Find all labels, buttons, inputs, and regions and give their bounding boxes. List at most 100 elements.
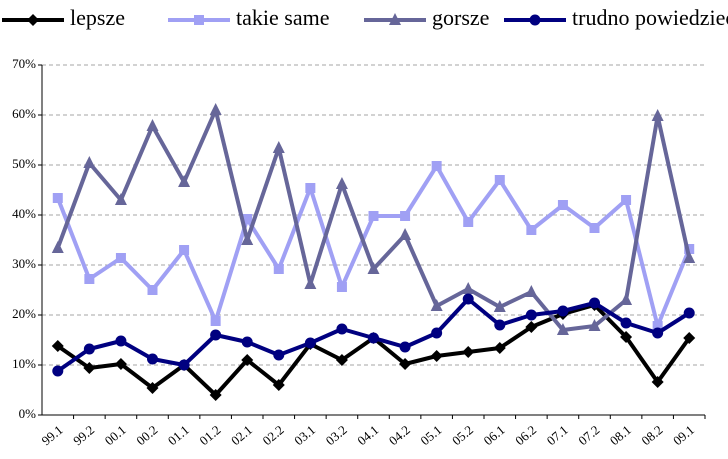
marker bbox=[273, 264, 284, 274]
x-tick-label: 04.2 bbox=[386, 422, 413, 448]
x-tick-label: 03.1 bbox=[291, 422, 318, 448]
marker bbox=[399, 228, 412, 240]
marker bbox=[194, 15, 204, 25]
marker bbox=[210, 316, 221, 326]
series bbox=[51, 103, 696, 335]
y-tick-label: 40% bbox=[12, 206, 36, 221]
marker bbox=[529, 14, 541, 26]
x-tick-label: 05.2 bbox=[449, 422, 476, 448]
marker bbox=[83, 362, 96, 374]
marker bbox=[241, 336, 253, 348]
marker bbox=[115, 253, 126, 263]
marker bbox=[389, 13, 401, 25]
x-tick-label: 99.2 bbox=[70, 422, 97, 448]
x-tick-label: 00.2 bbox=[133, 422, 160, 448]
x-tick-label: 08.1 bbox=[607, 422, 634, 448]
marker bbox=[368, 332, 379, 344]
marker bbox=[336, 323, 348, 335]
legend-label: gorsze bbox=[432, 5, 489, 30]
x-tick-label: 01.1 bbox=[165, 422, 192, 448]
marker bbox=[588, 319, 601, 331]
marker bbox=[430, 299, 443, 311]
marker bbox=[51, 241, 64, 253]
marker bbox=[400, 211, 411, 221]
y-tick-label: 70% bbox=[12, 56, 36, 71]
marker bbox=[462, 346, 475, 358]
marker bbox=[526, 225, 537, 235]
marker bbox=[367, 262, 380, 274]
series-line bbox=[56, 303, 691, 397]
marker bbox=[431, 327, 443, 339]
marker bbox=[51, 340, 64, 352]
x-tick-label: 01.2 bbox=[196, 422, 223, 448]
marker bbox=[178, 359, 190, 371]
x-tick-label: 09.1 bbox=[670, 422, 697, 448]
marker bbox=[620, 293, 633, 305]
marker bbox=[52, 365, 64, 377]
marker bbox=[463, 217, 474, 227]
y-tick-label: 50% bbox=[12, 156, 36, 171]
marker bbox=[399, 358, 412, 370]
marker bbox=[589, 297, 600, 309]
x-tick-label: 05.1 bbox=[417, 422, 444, 448]
x-tick-label: 02.2 bbox=[260, 422, 287, 448]
x-tick-label: 03.2 bbox=[323, 422, 350, 448]
x-tick-label: 06.2 bbox=[512, 422, 539, 448]
marker bbox=[146, 119, 159, 131]
marker bbox=[83, 156, 96, 168]
y-tick-label: 30% bbox=[12, 256, 36, 271]
x-tick-label: 99.1 bbox=[39, 422, 66, 448]
legend-label: lepsze bbox=[70, 5, 125, 30]
marker bbox=[178, 175, 191, 187]
marker bbox=[430, 350, 443, 362]
legend-label: trudno powiedzieć bbox=[572, 5, 728, 30]
marker bbox=[494, 175, 505, 185]
legend-label: takie same bbox=[236, 5, 329, 30]
marker bbox=[557, 200, 568, 210]
marker bbox=[304, 277, 317, 289]
marker bbox=[52, 193, 63, 203]
series bbox=[51, 299, 696, 401]
marker bbox=[368, 211, 379, 221]
y-tick-label: 20% bbox=[12, 306, 36, 321]
marker bbox=[525, 321, 538, 333]
marker bbox=[241, 354, 254, 366]
marker bbox=[336, 282, 347, 292]
marker bbox=[209, 103, 222, 115]
x-tick-label: 00.1 bbox=[102, 422, 129, 448]
marker bbox=[209, 389, 222, 401]
marker bbox=[620, 317, 632, 329]
marker bbox=[272, 379, 285, 391]
marker bbox=[589, 223, 600, 233]
x-tick-label: 08.2 bbox=[638, 422, 665, 448]
marker bbox=[652, 327, 664, 339]
marker bbox=[462, 293, 474, 305]
marker bbox=[651, 109, 664, 121]
marker bbox=[27, 14, 39, 26]
marker bbox=[494, 319, 506, 331]
marker bbox=[84, 274, 95, 284]
marker bbox=[431, 161, 442, 171]
marker bbox=[335, 354, 348, 366]
x-tick-label: 07.2 bbox=[575, 422, 602, 448]
marker bbox=[147, 285, 158, 295]
y-tick-label: 0% bbox=[19, 406, 37, 421]
marker bbox=[557, 305, 569, 317]
marker bbox=[651, 376, 664, 388]
marker bbox=[304, 337, 316, 349]
x-tick-label: 07.1 bbox=[544, 422, 571, 448]
x-tick-label: 02.1 bbox=[228, 422, 255, 448]
marker bbox=[525, 309, 537, 321]
marker bbox=[210, 329, 222, 341]
marker bbox=[179, 245, 190, 255]
marker bbox=[525, 285, 538, 297]
marker bbox=[114, 358, 127, 370]
marker bbox=[242, 214, 253, 224]
y-tick-label: 60% bbox=[12, 106, 36, 121]
marker bbox=[683, 332, 696, 344]
marker bbox=[399, 341, 411, 353]
marker bbox=[115, 335, 127, 347]
marker bbox=[114, 193, 127, 205]
marker bbox=[83, 343, 95, 355]
